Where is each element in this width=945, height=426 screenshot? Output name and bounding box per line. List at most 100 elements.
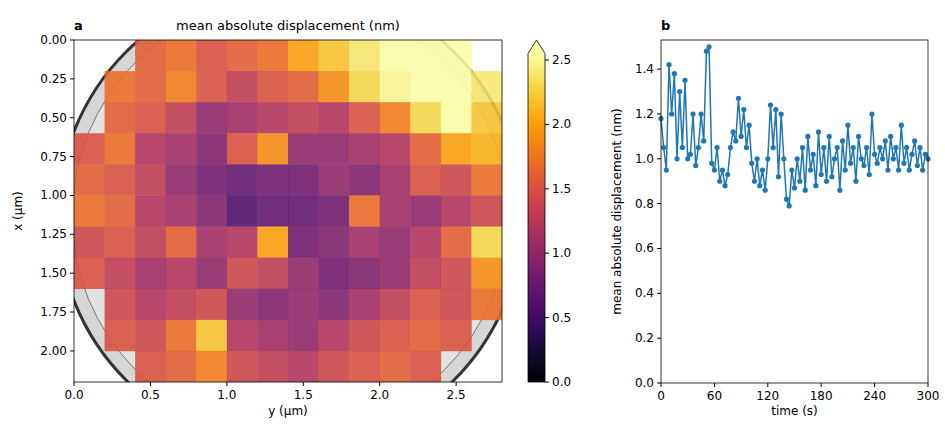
heatmap-cell xyxy=(74,258,105,289)
heatmap-cell xyxy=(319,195,350,226)
heatmap-cell xyxy=(349,133,380,164)
heatmap-cell xyxy=(471,227,502,258)
marker xyxy=(669,111,674,116)
heatmap-cell xyxy=(380,102,411,133)
heatmap-cell xyxy=(135,133,166,164)
heatmap-cell xyxy=(74,227,105,258)
heatmap-cell xyxy=(410,227,441,258)
heatmap-cell xyxy=(349,40,380,71)
heatmap-cell xyxy=(135,351,166,382)
marker xyxy=(768,102,773,107)
heatmap-cell xyxy=(196,195,227,226)
marker xyxy=(835,145,840,150)
marker xyxy=(693,163,698,168)
heatmap-cell xyxy=(319,102,350,133)
heatmap-cell xyxy=(410,102,441,133)
heatmap-cell xyxy=(288,40,319,71)
heatmap-cell xyxy=(166,40,197,71)
heatmap-cell xyxy=(471,164,502,195)
heatmap-cell xyxy=(196,227,227,258)
heatmap-cell xyxy=(227,289,258,320)
marker xyxy=(677,89,682,94)
heatmap-cell xyxy=(471,195,502,226)
heatmap-cell xyxy=(227,258,258,289)
marker xyxy=(909,152,914,157)
marker xyxy=(757,183,762,188)
marker xyxy=(856,134,861,139)
x-tick-label: 0 xyxy=(657,389,665,403)
marker xyxy=(901,161,906,166)
x-tick-label: 0.0 xyxy=(64,388,83,402)
marker xyxy=(800,145,805,150)
heatmap-cell xyxy=(227,40,258,71)
y-tick-label: 0.0 xyxy=(635,376,654,390)
heatmap-cell xyxy=(105,164,136,195)
marker xyxy=(763,188,768,193)
heatmap-cell xyxy=(410,320,441,351)
marker xyxy=(848,161,853,166)
marker xyxy=(872,152,877,157)
heatmap-cell xyxy=(135,258,166,289)
marker xyxy=(851,145,856,150)
x-tick xyxy=(456,382,457,386)
marker xyxy=(760,167,765,172)
heatmap-cell xyxy=(105,195,136,226)
heatmap-cell xyxy=(74,133,105,164)
heatmap-cell xyxy=(196,320,227,351)
marker xyxy=(840,138,845,143)
x-tick-label: 300 xyxy=(917,389,940,403)
y-tick-label: 1.75 xyxy=(40,305,67,319)
colorbar xyxy=(528,54,545,382)
heatmap-cell xyxy=(441,40,472,71)
heatmap-cell xyxy=(441,71,472,102)
marker xyxy=(704,49,709,54)
marker xyxy=(779,111,784,116)
marker xyxy=(747,123,752,128)
heatmap-cell xyxy=(471,289,502,320)
heatmap-cell xyxy=(441,164,472,195)
heatmap-cell xyxy=(380,227,411,258)
y-tick-label: 0.2 xyxy=(635,331,654,345)
marker xyxy=(859,156,864,161)
y-tick-label: 0.8 xyxy=(635,197,654,211)
y-tick xyxy=(70,273,74,274)
marker xyxy=(722,183,727,188)
heatmap-cell xyxy=(257,133,288,164)
heatmap-cell xyxy=(380,133,411,164)
heatmap-cell xyxy=(166,133,197,164)
heatmap-cell xyxy=(319,40,350,71)
x-tick xyxy=(150,382,151,386)
marker xyxy=(720,167,725,172)
colorbar-tick-label: 1.0 xyxy=(552,246,571,260)
marker xyxy=(725,172,730,177)
heatmap-cell xyxy=(380,71,411,102)
marker xyxy=(864,145,869,150)
heatmap-cell xyxy=(410,164,441,195)
marker xyxy=(904,145,909,150)
marker xyxy=(853,179,858,184)
colorbar-tick xyxy=(545,188,549,189)
y-tick xyxy=(657,293,661,294)
marker xyxy=(805,134,810,139)
y-tick-label: 1.4 xyxy=(635,62,654,76)
x-tick-label: 2.0 xyxy=(370,388,389,402)
heatmap-cell xyxy=(227,164,258,195)
y-tick-label: 1.00 xyxy=(40,188,67,202)
heatmap-cell xyxy=(196,289,227,320)
y-tick xyxy=(657,338,661,339)
marker xyxy=(728,145,733,150)
heatmap-cell xyxy=(227,351,258,382)
marker xyxy=(907,167,912,172)
plot-area xyxy=(658,44,930,208)
heatmap-cell xyxy=(349,258,380,289)
heatmap-cell xyxy=(319,289,350,320)
heatmap-cell xyxy=(288,71,319,102)
colorbar-tick-label: 2.5 xyxy=(552,53,571,67)
x-tick-label: 2.5 xyxy=(447,388,466,402)
marker xyxy=(765,156,770,161)
marker xyxy=(680,145,685,150)
marker xyxy=(869,111,874,116)
heatmap-cell xyxy=(288,195,319,226)
micrograph xyxy=(74,40,502,382)
colorbar-tick xyxy=(545,253,549,254)
